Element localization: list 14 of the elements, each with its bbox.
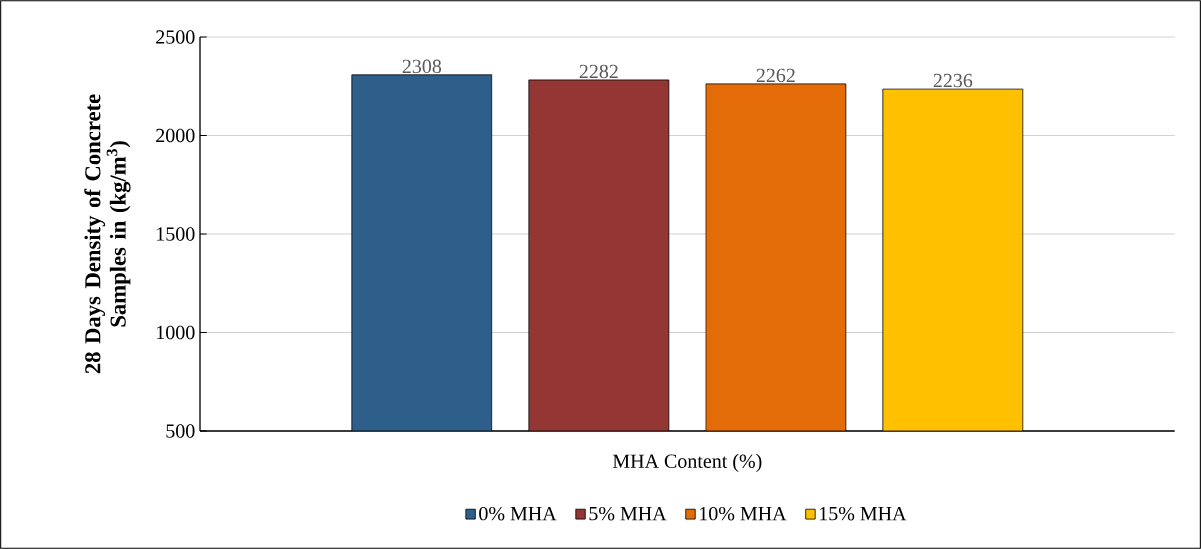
- y-tick-label: 2000: [156, 128, 195, 143]
- data-label: 2236: [933, 73, 973, 88]
- y-tick-label: 2500: [156, 30, 195, 44]
- data-label: 2282: [579, 64, 618, 79]
- y-tick-label: 1000: [157, 325, 195, 340]
- x-axis-title: MHA Content (%): [612, 453, 762, 472]
- data-label: 2308: [402, 59, 442, 74]
- data-label: 2262: [756, 68, 795, 83]
- legend-label: 0% MHA: [479, 506, 557, 521]
- legend-label: 5% MHA: [589, 506, 667, 521]
- y-tick-label: 500: [166, 424, 195, 438]
- legend-label: 15% MHA: [820, 506, 907, 521]
- legend-label: 10% MHA: [700, 506, 787, 521]
- y-tick-label: 1500: [157, 227, 195, 241]
